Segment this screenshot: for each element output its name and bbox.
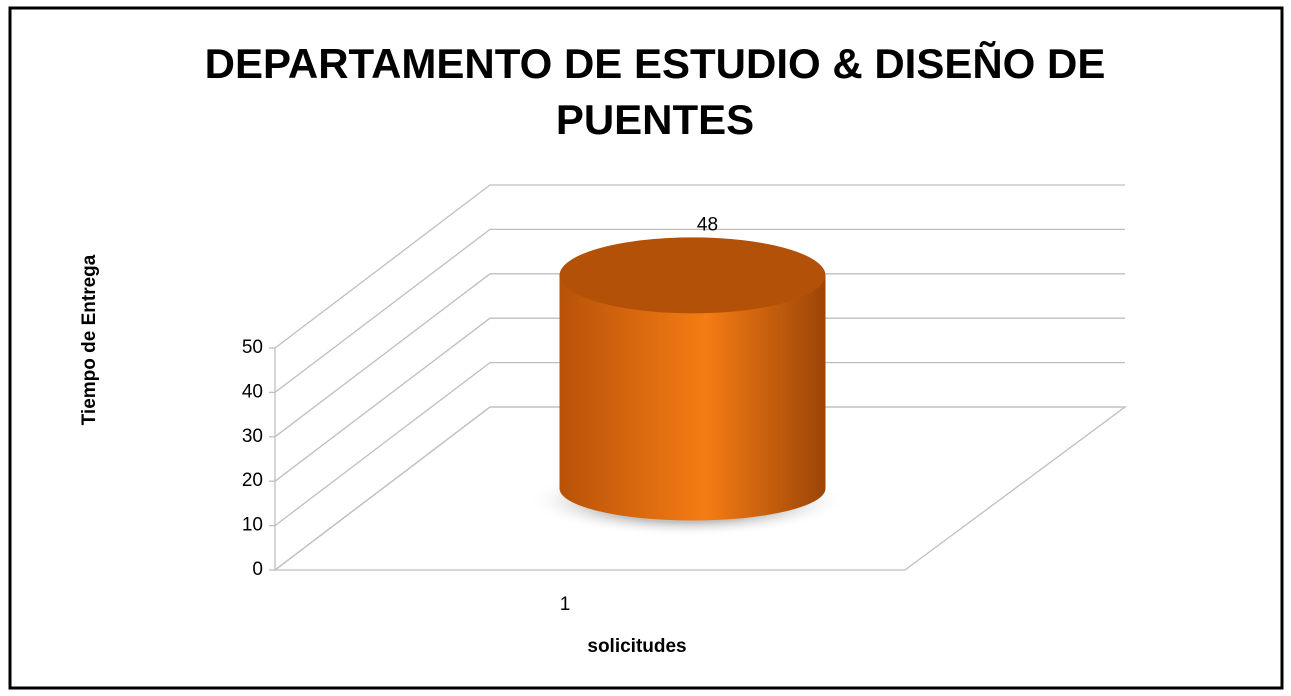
y-tick-label: 40 bbox=[242, 381, 263, 402]
grid-line bbox=[274, 273, 1125, 438]
y-tick-label: 20 bbox=[242, 470, 263, 491]
y-tick-label: 10 bbox=[242, 515, 263, 536]
x-tick-label: 1 bbox=[560, 594, 571, 615]
chart-title: DEPARTAMENTO DE ESTUDIO & DISEÑO DE PUEN… bbox=[204, 40, 1106, 143]
y-tick-label: 30 bbox=[242, 426, 263, 447]
bar bbox=[559, 275, 826, 521]
grid-line bbox=[274, 317, 1125, 482]
frame bbox=[8, 6, 1284, 690]
grid-line bbox=[274, 184, 1125, 349]
plot: 0 10 20 30 40 50 48 1 bbox=[242, 184, 1127, 615]
grid-line bbox=[274, 228, 1125, 393]
grid-line bbox=[274, 406, 1125, 571]
grid-line bbox=[274, 361, 1125, 527]
y-tick-label: 50 bbox=[242, 337, 263, 358]
y-tick-label: 0 bbox=[252, 559, 263, 580]
data-label: 48 bbox=[697, 214, 718, 235]
y-axis-label: Tiempo de Entrega bbox=[79, 254, 100, 425]
x-axis-label: solicitudes bbox=[587, 636, 686, 657]
bar-top bbox=[559, 237, 826, 314]
